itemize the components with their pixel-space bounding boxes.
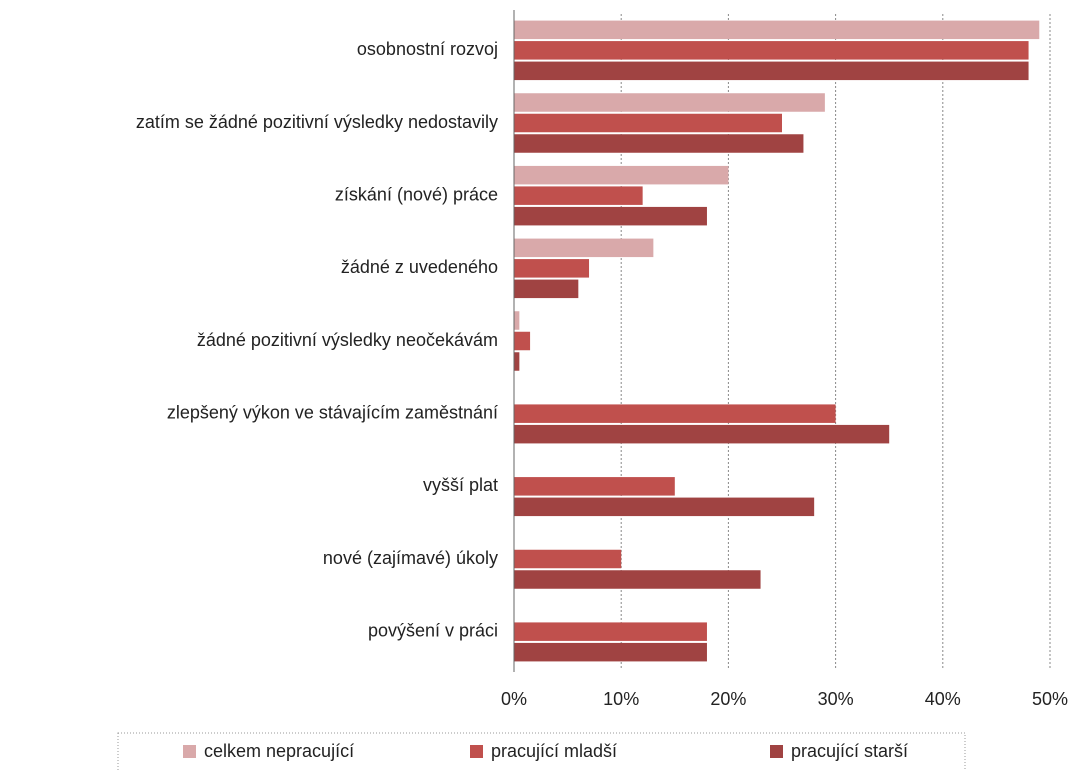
bar <box>514 238 654 258</box>
y-tick-label: vyšší plat <box>423 475 498 495</box>
legend-swatch <box>183 745 196 758</box>
bar <box>514 622 707 641</box>
bar <box>514 424 890 444</box>
x-tick-label: 50% <box>1032 689 1068 709</box>
y-tick-label: žádné z uvedeného <box>341 257 498 277</box>
bar <box>514 206 707 226</box>
legend-label: pracující mladší <box>491 741 617 761</box>
y-tick-label: osobnostní rozvoj <box>357 39 498 59</box>
bar <box>514 61 1029 81</box>
bar <box>514 570 761 589</box>
bar <box>514 93 825 112</box>
bar <box>514 113 782 133</box>
bar <box>514 279 579 299</box>
bar <box>514 497 815 517</box>
bar <box>514 186 643 205</box>
legend-box <box>117 732 966 771</box>
legend-swatch <box>770 745 783 758</box>
x-tick-label: 0% <box>501 689 527 709</box>
bar <box>514 311 520 330</box>
bar <box>514 642 707 662</box>
y-tick-label: povýšení v práci <box>368 620 498 640</box>
bar <box>514 352 520 371</box>
legend-label: celkem nepracující <box>204 741 354 761</box>
x-tick-label: 20% <box>710 689 746 709</box>
legend-swatch <box>470 745 483 758</box>
bar <box>514 20 1040 40</box>
legend-label: pracující starší <box>791 741 908 761</box>
bar <box>514 331 531 351</box>
x-tick-label: 40% <box>925 689 961 709</box>
y-tick-label: žádné pozitivní výsledky neočekávám <box>197 330 498 350</box>
bar <box>514 477 675 496</box>
bar <box>514 404 836 423</box>
bar <box>514 41 1029 60</box>
x-tick-label: 10% <box>603 689 639 709</box>
y-tick-label: zatím se žádné pozitivní výsledky nedost… <box>136 112 498 132</box>
bar <box>514 134 804 153</box>
x-tick-label: 30% <box>818 689 854 709</box>
y-tick-label: nové (zajímavé) úkoly <box>323 548 498 568</box>
y-tick-label: získání (nové) práce <box>335 184 498 204</box>
bar <box>514 165 729 185</box>
bar <box>514 549 622 569</box>
bar <box>514 259 590 278</box>
y-tick-label: zlepšený výkon ve stávajícím zaměstnání <box>167 402 498 422</box>
